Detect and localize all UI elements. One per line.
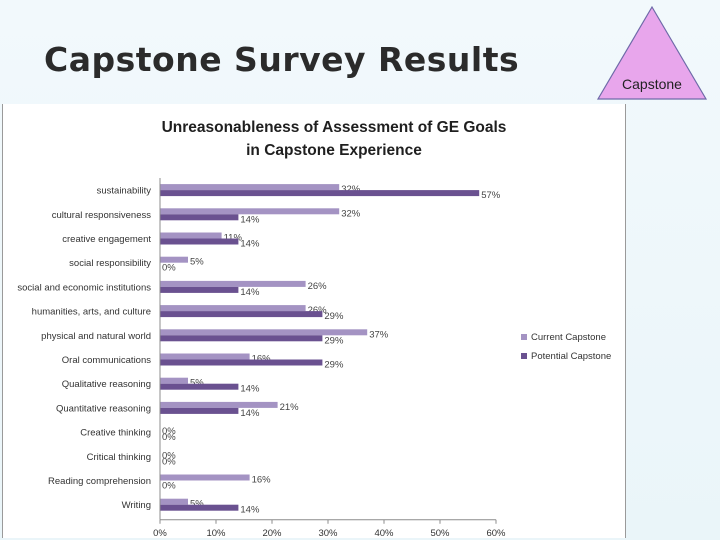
bar <box>160 232 222 239</box>
bar <box>160 214 239 221</box>
bar <box>160 377 188 384</box>
bar <box>160 401 278 408</box>
chart-frame: Unreasonableness of Assessment of GE Goa… <box>2 104 626 538</box>
bar <box>160 335 323 342</box>
bar <box>160 498 188 505</box>
bar <box>160 256 188 263</box>
category-label: Oral communications <box>62 355 151 366</box>
bar <box>160 305 306 312</box>
triangle-shape <box>596 5 708 100</box>
data-label: 0% <box>162 450 176 461</box>
bar <box>160 280 306 287</box>
bar <box>160 208 340 215</box>
data-label: 14% <box>240 214 260 225</box>
legend: Current Capstone Potential Capstone <box>521 332 611 362</box>
data-label: 0% <box>162 432 176 443</box>
bar <box>160 474 250 481</box>
chart-title-line-2: in Capstone Experience <box>246 142 422 159</box>
capstone-triangle-badge: Capstone <box>595 5 709 101</box>
data-label: 14% <box>240 239 260 250</box>
data-label: 5% <box>190 378 204 389</box>
bar <box>160 184 340 191</box>
data-label: 14% <box>240 384 260 395</box>
bar <box>160 504 239 511</box>
bar <box>160 329 368 336</box>
bar-chart: Unreasonableness of Assessment of GE Goa… <box>17 119 611 538</box>
x-tick-label: 40% <box>374 528 394 538</box>
data-label: 11% <box>224 233 243 244</box>
triangle-label: Capstone <box>622 76 682 92</box>
bar <box>160 311 323 318</box>
category-label: cultural responsiveness <box>52 210 152 221</box>
data-label: 21% <box>280 402 300 413</box>
axis-group: 0% 10% 20% 30% 40% 50% 60% <box>153 178 506 538</box>
data-label: 0% <box>162 456 176 467</box>
data-label: 0% <box>162 426 176 437</box>
data-label: 32% <box>341 208 361 219</box>
data-label: 5% <box>190 257 204 268</box>
chart-title-line-1: Unreasonableness of Assessment of GE Goa… <box>162 119 507 136</box>
data-label: 57% <box>481 190 501 201</box>
x-tick-label: 10% <box>206 528 226 538</box>
category-label: creative engagement <box>62 234 151 245</box>
category-label: physical and natural world <box>41 331 151 342</box>
category-label: Critical thinking <box>87 452 151 463</box>
data-label: 29% <box>324 360 344 371</box>
data-label: 0% <box>162 263 176 274</box>
category-label: Reading comprehension <box>48 476 151 487</box>
data-label: 29% <box>324 311 344 322</box>
category-label: Creative thinking <box>80 428 151 439</box>
x-tick-label: 20% <box>262 528 282 538</box>
category-label: social responsibility <box>69 258 151 269</box>
category-label: sustainability <box>97 186 152 197</box>
x-tick-label: 60% <box>486 528 506 538</box>
x-tick-label: 30% <box>318 528 338 538</box>
bar <box>160 238 239 245</box>
x-tick-label: 0% <box>153 528 167 538</box>
slide-title: Capstone Survey Results <box>44 40 520 79</box>
data-label: 14% <box>240 505 260 516</box>
legend-swatch <box>521 353 527 359</box>
data-label: 26% <box>308 281 328 292</box>
category-label: Quantitative reasoning <box>56 403 151 414</box>
bar <box>160 286 239 293</box>
data-label: 16% <box>252 354 272 365</box>
category-label: humanities, arts, and culture <box>32 307 151 318</box>
category-label: Qualitative reasoning <box>62 379 151 390</box>
category-label: Writing <box>122 500 151 511</box>
data-label: 0% <box>162 481 176 492</box>
bar <box>160 190 480 197</box>
bars-group: sustainability 32% 57% cultural responsiven… <box>17 184 501 516</box>
data-label: 26% <box>308 305 328 316</box>
x-tick-label: 50% <box>430 528 450 538</box>
legend-label: Potential Capstone <box>531 351 611 362</box>
data-label: 16% <box>252 475 272 486</box>
bar <box>160 383 239 390</box>
data-label: 37% <box>369 329 389 340</box>
bar <box>160 407 239 414</box>
data-label: 5% <box>190 499 204 510</box>
data-label: 14% <box>240 408 260 419</box>
legend-swatch <box>521 334 527 340</box>
bar <box>160 353 250 360</box>
category-label: social and economic institutions <box>17 282 151 293</box>
data-label: 29% <box>324 335 344 346</box>
data-label: 14% <box>240 287 260 298</box>
legend-label: Current Capstone <box>531 332 606 343</box>
data-label: 32% <box>341 184 361 195</box>
bar <box>160 359 323 366</box>
